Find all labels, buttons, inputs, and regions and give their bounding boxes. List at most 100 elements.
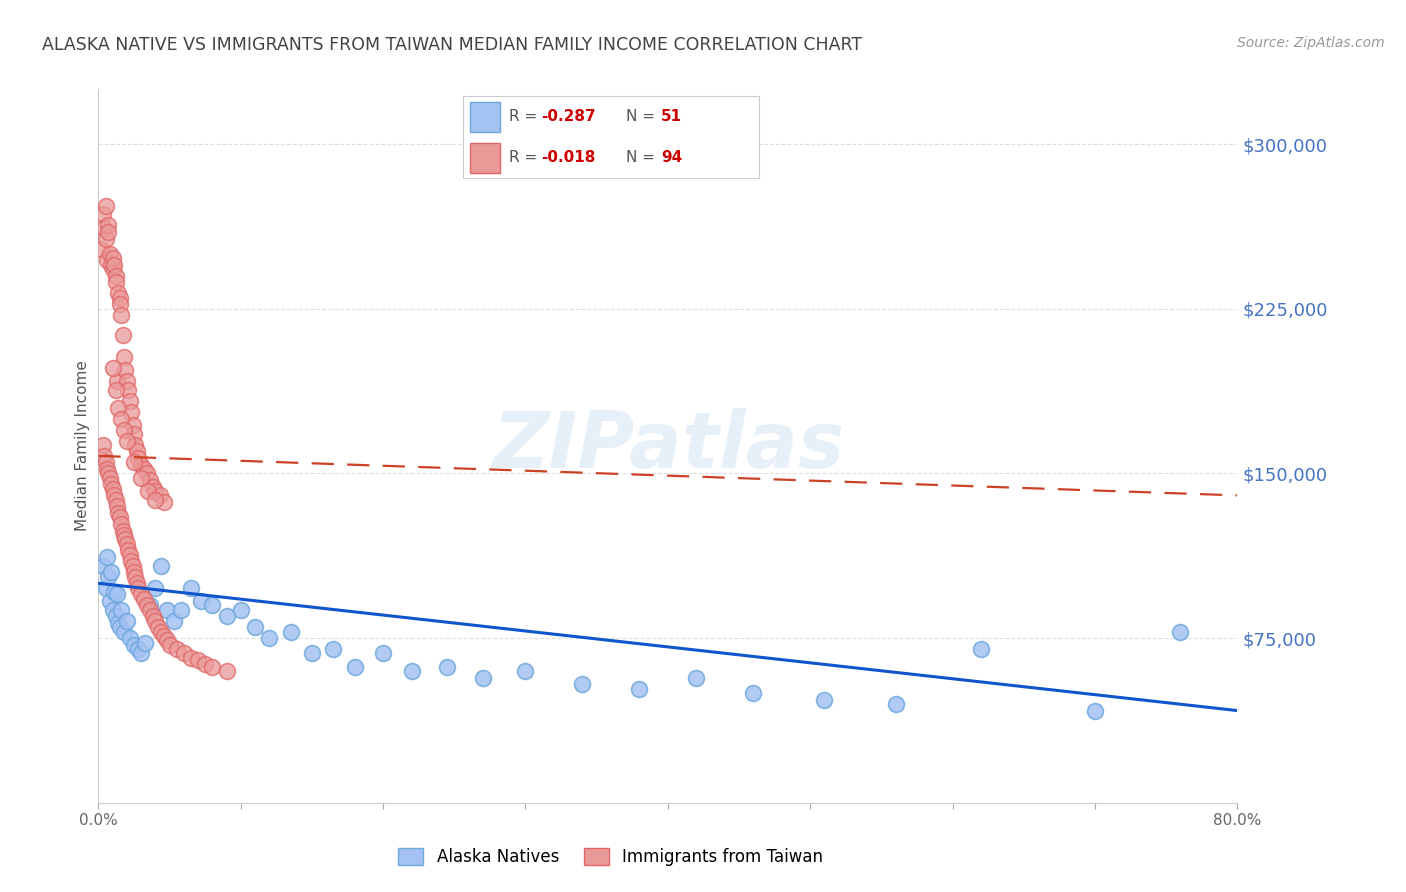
Point — [243, 620, 266, 634]
Point — [91, 207, 114, 221]
Point — [163, 614, 186, 628]
Point — [259, 631, 281, 645]
Point — [373, 647, 395, 661]
Point — [145, 492, 167, 507]
Point — [101, 252, 124, 266]
Point — [153, 495, 176, 509]
Point — [110, 516, 132, 531]
Point — [135, 467, 157, 481]
Point — [96, 549, 118, 564]
Point — [145, 614, 167, 628]
Point — [122, 426, 145, 441]
Point — [134, 635, 156, 649]
Point — [117, 543, 139, 558]
Point — [98, 594, 121, 608]
Point — [125, 444, 148, 458]
Point — [187, 653, 209, 667]
Point — [112, 528, 135, 542]
Point — [215, 664, 238, 678]
Point — [94, 455, 117, 469]
Point — [138, 602, 160, 616]
Point — [145, 483, 167, 498]
Point — [108, 510, 131, 524]
Point — [107, 401, 129, 415]
Point — [301, 647, 323, 661]
Point — [97, 219, 120, 233]
Point — [117, 383, 139, 397]
Point — [121, 558, 143, 573]
Point — [515, 664, 537, 678]
Point — [129, 587, 152, 601]
Point — [112, 423, 135, 437]
Legend: Alaska Natives, Immigrants from Taiwan: Alaska Natives, Immigrants from Taiwan — [392, 841, 830, 873]
Point — [98, 471, 121, 485]
Point — [141, 609, 163, 624]
Text: ZIPatlas: ZIPatlas — [492, 408, 844, 484]
Point — [118, 394, 141, 409]
Point — [91, 438, 114, 452]
Point — [93, 220, 115, 235]
Point — [101, 361, 124, 376]
Point — [129, 471, 152, 485]
Point — [100, 477, 122, 491]
Point — [159, 638, 181, 652]
Point — [170, 602, 193, 616]
Point — [101, 602, 124, 616]
Point — [471, 671, 494, 685]
Point — [98, 247, 121, 261]
Point — [103, 488, 125, 502]
Point — [94, 198, 117, 212]
Point — [94, 581, 117, 595]
Point — [201, 659, 224, 673]
Point — [138, 473, 160, 487]
Point — [101, 262, 124, 277]
Point — [127, 642, 149, 657]
Point — [141, 480, 163, 494]
Point — [115, 537, 138, 551]
Point — [112, 624, 135, 639]
Point — [94, 231, 117, 245]
Point — [127, 451, 149, 466]
Point — [108, 620, 131, 634]
Point — [322, 642, 344, 657]
Point — [138, 598, 160, 612]
Point — [118, 631, 141, 645]
Point — [136, 483, 159, 498]
Point — [149, 488, 172, 502]
Point — [115, 614, 138, 628]
Point — [111, 524, 134, 538]
Point — [685, 671, 707, 685]
Point — [127, 581, 149, 595]
Point — [1170, 624, 1192, 639]
Point — [190, 594, 212, 608]
Point — [114, 533, 136, 547]
Point — [150, 558, 173, 573]
Point — [122, 455, 145, 469]
Point — [107, 286, 129, 301]
Point — [124, 438, 146, 452]
Point — [105, 587, 128, 601]
Point — [122, 566, 145, 580]
Point — [571, 677, 593, 691]
Point — [884, 697, 907, 711]
Point — [132, 462, 155, 476]
Point — [104, 383, 127, 397]
Point — [121, 418, 143, 433]
Point — [96, 462, 118, 476]
Y-axis label: Median Family Income: Median Family Income — [75, 360, 90, 532]
Point — [148, 620, 170, 634]
Point — [104, 276, 127, 290]
Point — [107, 506, 129, 520]
Point — [111, 328, 134, 343]
Point — [115, 374, 138, 388]
Point — [970, 642, 993, 657]
Point — [104, 609, 127, 624]
Point — [118, 548, 141, 562]
Point — [122, 638, 145, 652]
Point — [101, 482, 124, 496]
Point — [129, 647, 152, 661]
Point — [180, 581, 202, 595]
Point — [120, 405, 142, 419]
Point — [229, 602, 252, 616]
Point — [100, 258, 122, 272]
